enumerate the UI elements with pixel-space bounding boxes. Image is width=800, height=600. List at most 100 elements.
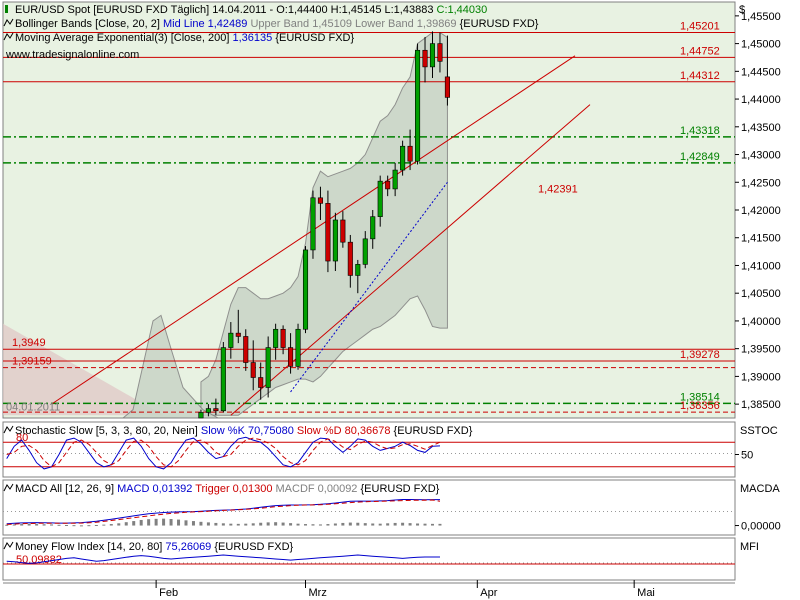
y-tick-label: 1,42500 [741, 177, 781, 189]
macd-histogram-bar [132, 521, 136, 526]
macd-histogram-bar [401, 522, 405, 526]
macd-histogram-bar [304, 524, 308, 526]
header-part: EUR/USD Spot [EURUSD FXD Täglich] 14.04.… [15, 4, 437, 16]
macd-histogram-bar [348, 522, 352, 526]
macd-histogram-bar [274, 522, 278, 526]
level-label: 1,39159 [12, 356, 52, 368]
y-tick-label: 1,42000 [741, 205, 781, 217]
macd-histogram-bar [42, 524, 46, 526]
macd-histogram-bar [20, 524, 24, 526]
panel-y-tick-label: 50 [741, 450, 753, 462]
macd-histogram-bar [154, 518, 158, 526]
level-label: 1,44752 [680, 45, 720, 57]
macd-histogram-bar [35, 524, 39, 526]
header-part: 1,36135 [232, 32, 275, 44]
x-tick-label: Feb [159, 587, 178, 599]
candle-body [213, 408, 219, 412]
panel-right-label: SSTOC [740, 425, 778, 437]
x-tick-label: Mai [637, 587, 655, 599]
header-line: EUR/USD Spot [EURUSD FXD Täglich] 14.04.… [15, 4, 487, 16]
macd-histogram-bar [199, 521, 203, 526]
candle-body [392, 169, 398, 190]
macd-histogram-bar [311, 524, 315, 526]
macd-histogram-bar [169, 519, 173, 526]
currency-symbol: $ [739, 4, 745, 16]
macd-histogram-bar [94, 524, 98, 526]
macd-histogram-bar [214, 522, 218, 526]
header-part: Moving Average Exponential(3) [Close, 20… [15, 32, 232, 44]
panel-right-label: MACDA [740, 483, 780, 495]
line-icon [3, 483, 14, 492]
indicator-panels: 80 50 Stochastic Slow [5, 3, 3, 80, 20, Ne… [2, 421, 781, 581]
macd-histogram-bar [423, 523, 427, 526]
candle-body [437, 43, 443, 62]
macd-histogram-bar [430, 523, 434, 526]
candle-body [228, 332, 234, 348]
candle-body [355, 264, 361, 276]
y-tick-label: 1,45500 [741, 11, 781, 23]
macd-histogram-bar [162, 518, 166, 526]
y-tick-label: 1,38500 [741, 399, 781, 411]
panel-title-part: MACDF 0,00092 [276, 483, 361, 495]
x-tick-label: Apr [480, 587, 497, 599]
panel-title-part: Stochastic Slow [5, 3, 3, 80, 20, Nein] [15, 425, 201, 437]
macd-histogram-bar [50, 524, 54, 526]
macd-histogram-bar [326, 524, 330, 526]
series-line-slow-d [6, 437, 441, 468]
panel-title-part: MACD 0,01392 [117, 483, 195, 495]
macd-histogram-bar [79, 525, 83, 527]
macd-histogram-bar [371, 523, 375, 526]
macd-histogram-bar [416, 523, 420, 526]
candle-body [310, 197, 316, 251]
macd-histogram-bar [363, 523, 367, 526]
panel-y-tick-label: 0,00000 [741, 521, 781, 533]
macd-histogram-bar [109, 524, 113, 526]
panel-level-label: 80 [16, 432, 28, 444]
panel-stochastic: 80 50 Stochastic Slow [5, 3, 3, 80, 20, Ne… [2, 421, 778, 478]
candle-body [220, 347, 226, 412]
candle-body [243, 336, 249, 363]
panel-title-part: Trigger 0,01300 [195, 483, 275, 495]
shaded-triangle [3, 323, 164, 416]
line-icon [3, 32, 14, 41]
level-label: 1,38514 [680, 391, 720, 403]
icon-line [3, 18, 14, 27]
header-part: Mid Line 1,42489 [163, 18, 250, 30]
macd-histogram-bar [12, 524, 16, 526]
candle-body [429, 43, 436, 68]
series-line-mfi [6, 554, 440, 564]
macd-histogram-bar [393, 522, 397, 526]
macd-histogram-bar [333, 523, 337, 526]
panel-plot-area [2, 479, 736, 536]
candle-body [273, 328, 279, 348]
candle-body [415, 49, 421, 162]
macd-histogram-bar [289, 523, 293, 526]
macd-histogram-bar [5, 524, 9, 526]
y-tick-label: 1,41000 [741, 260, 781, 272]
candle-body [325, 203, 331, 262]
panel-plot-area [2, 537, 736, 581]
candle-body [385, 180, 391, 190]
panel-title-part: Slow %D 80,36678 [297, 425, 394, 437]
candle-body [280, 328, 286, 348]
line-icon [3, 425, 14, 434]
candle-body [400, 145, 406, 171]
icon-line [3, 32, 14, 41]
candle-body [422, 49, 428, 68]
macd-histogram-bar [206, 522, 210, 526]
macd-histogram-bar [27, 523, 31, 526]
macd-histogram-bar [408, 523, 412, 526]
macd-histogram-bar [184, 520, 188, 526]
y-tick-label: 1,43500 [741, 122, 781, 134]
level-label: 1,44312 [680, 70, 720, 82]
icon-bar [5, 5, 8, 13]
macd-histogram-bar [251, 523, 255, 526]
macd-histogram-bar [177, 519, 181, 526]
macd-histogram-bar [236, 523, 240, 526]
candle-body [235, 332, 241, 337]
candle-body [407, 145, 413, 162]
candle-body [377, 180, 383, 217]
macd-histogram-bar [318, 524, 322, 526]
candle-body [347, 241, 353, 276]
